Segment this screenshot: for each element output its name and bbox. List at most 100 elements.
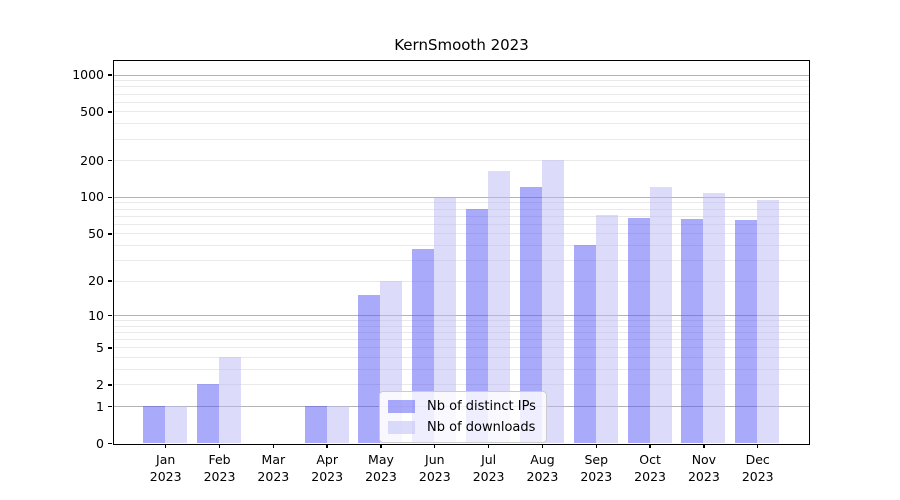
y-tick-label: 10 (88, 307, 104, 323)
minor-gridline (114, 86, 809, 88)
legend-item-downloads: Nb of downloads (388, 420, 536, 435)
minor-gridline (114, 332, 809, 334)
x-tick-label: Jun 2023 (418, 451, 451, 484)
minor-gridline (114, 384, 809, 386)
legend: Nb of distinct IPs Nb of downloads (379, 391, 547, 443)
y-tick-label: 50 (88, 225, 104, 241)
minor-gridline (114, 223, 809, 225)
x-tick-mark (434, 443, 436, 448)
x-tick-mark (541, 443, 544, 448)
y-tick-mark (107, 159, 112, 162)
minor-gridline (114, 259, 809, 261)
minor-gridline (114, 160, 809, 162)
y-tick-mark (107, 111, 112, 113)
y-tick-mark (107, 405, 112, 408)
legend-swatch-downloads (388, 421, 415, 434)
bar-distinct-ips-feb (197, 384, 220, 443)
minor-gridline (114, 138, 809, 140)
x-tick-mark (703, 443, 705, 448)
bar-distinct-ips-oct (627, 217, 650, 443)
x-tick-label: Nov 2023 (687, 451, 720, 484)
x-tick-label: Sep 2023 (580, 451, 613, 484)
minor-gridline (114, 208, 809, 210)
minor-gridline (114, 280, 809, 282)
x-tick-mark (326, 443, 328, 448)
x-tick-label: Apr 2023 (311, 451, 344, 484)
minor-gridline (114, 369, 809, 371)
y-tick-label: 1000 (72, 67, 104, 83)
bar-downloads-jun (434, 197, 457, 443)
y-tick-mark (107, 442, 112, 445)
minor-gridline (114, 123, 809, 125)
x-tick-label: Jul 2023 (472, 451, 505, 484)
minor-gridline (114, 320, 809, 322)
y-tick-label: 100 (80, 189, 104, 205)
minor-gridline (114, 101, 809, 103)
minor-gridline (114, 215, 809, 217)
y-tick-label: 20 (88, 273, 104, 289)
y-tick-label: 200 (80, 152, 104, 168)
bar-downloads-oct (649, 187, 672, 443)
minor-gridline (114, 347, 809, 349)
y-tick-mark (107, 347, 112, 349)
minor-gridline (114, 339, 809, 341)
x-tick-mark (757, 443, 759, 448)
y-tick-label: 5 (96, 339, 104, 355)
bar-distinct-ips-aug (519, 187, 542, 443)
x-tick-mark (649, 443, 651, 448)
major-gridline (114, 196, 809, 198)
x-tick-mark (487, 443, 490, 448)
minor-gridline (114, 244, 809, 246)
x-tick-label: Mar 2023 (257, 451, 290, 484)
minor-gridline (114, 80, 809, 82)
minor-gridline (114, 93, 809, 95)
minor-gridline (114, 111, 809, 113)
y-tick-label: 2 (96, 376, 104, 392)
y-tick-mark (107, 280, 112, 282)
x-tick-mark (165, 443, 167, 448)
plot-area: Nb of distinct IPs Nb of downloads (113, 60, 810, 445)
y-tick-mark (107, 314, 112, 317)
x-tick-mark (380, 443, 382, 448)
y-tick-label: 500 (80, 103, 104, 119)
bar-distinct-ips-jan (143, 406, 166, 443)
y-tick-label: 1 (96, 398, 104, 414)
x-tick-label: Feb 2023 (203, 451, 236, 484)
y-tick-mark (107, 384, 112, 386)
x-tick-mark (595, 443, 597, 448)
x-tick-label: Dec 2023 (741, 451, 774, 484)
bar-distinct-ips-apr (304, 406, 327, 443)
bar-downloads-aug (541, 160, 564, 443)
y-tick-mark (107, 233, 112, 235)
minor-gridline (114, 202, 809, 204)
x-tick-mark (218, 443, 221, 448)
x-tick-label: May 2023 (365, 451, 397, 484)
bar-downloads-apr (326, 406, 349, 443)
legend-item-distinct-ips: Nb of distinct IPs (388, 399, 536, 414)
x-tick-label: Jan 2023 (149, 451, 182, 484)
bar-distinct-ips-nov (681, 218, 704, 443)
chart-title: KernSmooth 2023 (394, 36, 529, 54)
legend-swatch-distinct-ips (388, 400, 415, 413)
bar-downloads-jan (165, 406, 188, 443)
minor-gridline (114, 233, 809, 235)
x-tick-mark (272, 443, 275, 448)
bar-distinct-ips-may (358, 295, 381, 443)
legend-label-downloads: Nb of downloads (427, 420, 536, 435)
y-tick-label: 0 (96, 435, 104, 451)
x-tick-label: Oct 2023 (634, 451, 666, 484)
bar-downloads-feb (219, 357, 242, 443)
bar-downloads-nov (703, 192, 726, 443)
y-tick-mark (107, 74, 112, 76)
bar-downloads-dec (757, 200, 780, 443)
major-gridline (114, 315, 809, 317)
bar-distinct-ips-sep (573, 244, 596, 443)
x-tick-label: Aug 2023 (526, 451, 559, 484)
bar-downloads-jul (488, 171, 511, 443)
minor-gridline (114, 325, 809, 327)
bar-distinct-ips-jul (466, 208, 489, 443)
legend-label-distinct-ips: Nb of distinct IPs (427, 399, 536, 414)
y-tick-mark (107, 196, 112, 199)
minor-gridline (114, 357, 809, 359)
